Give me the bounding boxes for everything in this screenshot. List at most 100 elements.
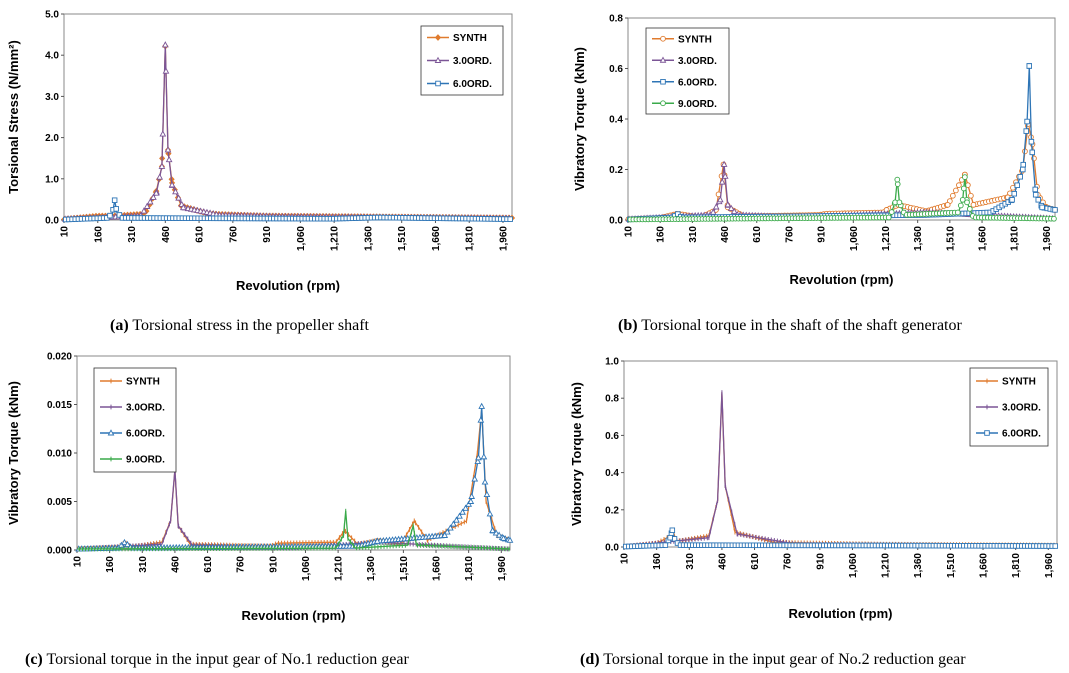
data-point <box>716 196 724 203</box>
x-tick-label: 460 <box>170 556 181 573</box>
series-marker <box>957 202 964 209</box>
x-tick-label: 460 <box>717 553 728 570</box>
series-marker <box>165 155 173 163</box>
data-point <box>179 203 187 211</box>
x-tick-label: 10 <box>620 553 631 565</box>
legend-entry: 9.0ORD. <box>678 99 717 110</box>
legend-marker <box>659 56 667 63</box>
data-point <box>1009 197 1015 203</box>
x-tick-label: 910 <box>815 553 826 570</box>
y-tick-label: 0.4 <box>609 115 623 126</box>
series-marker <box>1052 543 1059 549</box>
x-tick-label: 10 <box>73 556 84 568</box>
data-point <box>161 41 169 48</box>
series-marker <box>960 185 967 192</box>
x-tick-label: 1,360 <box>913 553 924 578</box>
legend-marker <box>984 430 990 436</box>
series-marker <box>712 203 720 210</box>
series-marker <box>954 209 961 216</box>
series-marker <box>456 512 463 519</box>
x-tick-label: 310 <box>685 553 696 570</box>
y-axis-label: Vibratory Torque (kNm) <box>6 381 21 525</box>
series-marker <box>172 188 179 195</box>
legend-box <box>645 27 730 115</box>
x-tick-label: 910 <box>817 226 828 243</box>
data-point <box>1052 207 1058 213</box>
x-tick-label: 1,810 <box>465 226 476 251</box>
series-marker <box>462 504 469 511</box>
data-point <box>1024 118 1030 125</box>
series-marker <box>953 187 959 194</box>
x-tick-label: 1,060 <box>849 226 860 251</box>
series-marker <box>146 198 154 205</box>
data-point <box>1028 138 1035 145</box>
series-marker <box>113 206 119 212</box>
series-marker <box>116 212 123 218</box>
legend-entry: 3.0ORD. <box>678 56 717 67</box>
data-point <box>373 537 381 544</box>
x-tick-label: 1,510 <box>945 226 956 251</box>
data-point <box>500 534 507 541</box>
data-point <box>669 527 676 534</box>
y-tick-label: 4.0 <box>45 51 59 62</box>
series-marker <box>894 181 901 187</box>
legend-entry: SYNTH <box>1002 377 1036 388</box>
caption-label: (d) <box>580 651 600 668</box>
data-point <box>944 202 951 208</box>
x-tick-label: 1,960 <box>497 556 508 581</box>
x-tick-label: 1,510 <box>397 226 408 251</box>
x-tick-label: 1,960 <box>1044 553 1055 578</box>
y-tick-label: 2.0 <box>45 133 59 144</box>
x-tick-label: 760 <box>783 553 794 570</box>
series-marker <box>121 538 128 546</box>
x-tick-label: 1,060 <box>296 226 307 251</box>
data-point <box>158 162 166 169</box>
y-axis-label: Vibratory Torque (kNm) <box>569 382 584 526</box>
series-marker <box>159 130 167 137</box>
y-tick-label: 0.8 <box>609 14 623 25</box>
series-marker <box>730 207 738 215</box>
data-point <box>1039 204 1045 211</box>
series-marker <box>662 542 669 548</box>
series-marker <box>1017 174 1023 180</box>
x-tick-label: 310 <box>127 226 138 243</box>
series-marker <box>495 531 503 538</box>
legend-entry: 6.0ORD. <box>453 79 492 90</box>
x-tick-label: 1,960 <box>1042 226 1053 251</box>
y-tick-label: 0.0 <box>605 543 619 554</box>
x-tick-label: 1,360 <box>913 226 924 251</box>
x-tick-label: 760 <box>228 226 239 243</box>
y-axis-label: Torsional Stress (N/mm²) <box>6 40 21 194</box>
series-marker <box>486 510 494 517</box>
x-tick-label: 1,660 <box>432 556 443 581</box>
series-marker <box>956 182 962 189</box>
y-tick-label: 0.4 <box>605 468 619 479</box>
x-tick-label: 610 <box>195 226 206 243</box>
x-axis-label: Revolution (rpm) <box>790 272 894 287</box>
data-point <box>720 160 728 167</box>
series-marker <box>1014 182 1020 189</box>
series-marker <box>1011 190 1017 197</box>
x-tick-label: 160 <box>105 556 116 573</box>
series-marker <box>968 192 974 199</box>
series-marker <box>471 475 479 482</box>
series-marker <box>483 490 491 498</box>
chart-panel-d: 0.0 0.2 0.4 0.6 0.8 1.0 10 160 310 460 610 760 910 1,… <box>569 357 1059 668</box>
caption-text: Torsional torque in the input gear of No… <box>600 651 967 668</box>
x-tick-label: 460 <box>161 226 172 243</box>
x-tick-label: 1,060 <box>848 553 859 578</box>
x-tick-label: 310 <box>138 556 149 573</box>
x-tick-label: 1,210 <box>881 553 892 578</box>
series-marker <box>162 67 170 74</box>
series-marker <box>721 172 729 179</box>
series-9-0ord- <box>76 508 511 552</box>
legend-entry: 6.0ORD. <box>126 429 165 440</box>
panel-caption: (a) Torsional stress in the propeller sh… <box>110 317 370 334</box>
legend-entry: 6.0ORD. <box>678 77 717 88</box>
legend: SYNTH 3.0ORD. 6.0ORD. <box>969 367 1049 447</box>
series-marker <box>1032 186 1039 193</box>
series-marker <box>1051 215 1057 222</box>
data-point <box>970 202 977 208</box>
x-tick-label: 1,660 <box>979 553 990 578</box>
